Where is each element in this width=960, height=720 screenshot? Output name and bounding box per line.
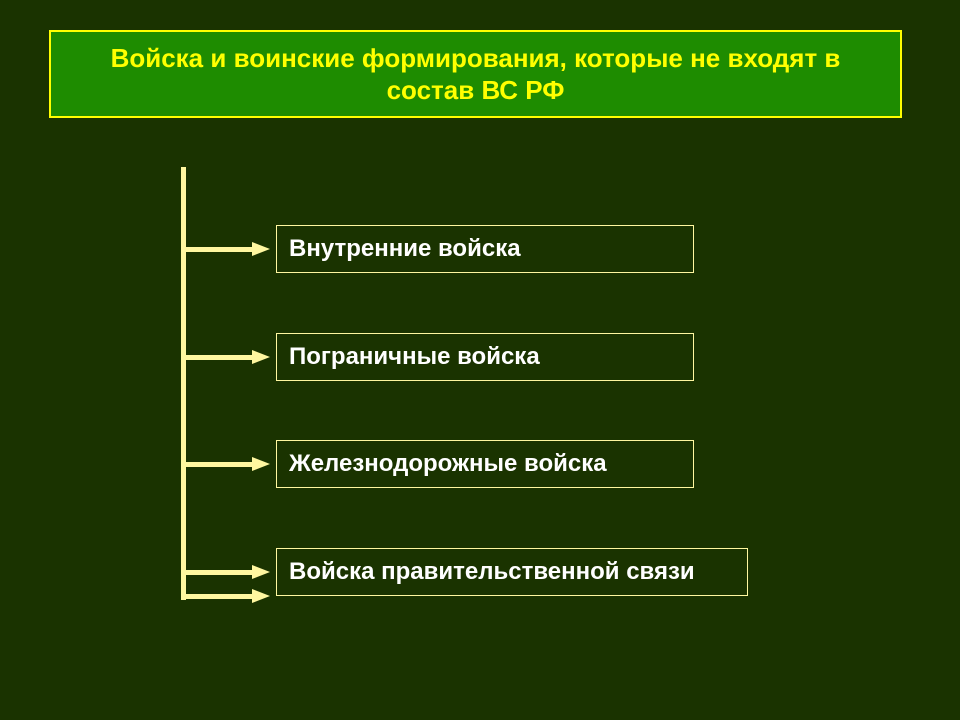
arrow-0-shaft	[183, 247, 254, 252]
arrow-3-shaft	[183, 570, 254, 575]
arrow-2-head-icon	[252, 457, 270, 471]
arrow-2-shaft	[183, 462, 254, 467]
arrow-1-head-icon	[252, 350, 270, 364]
title-box: Войска и воинские формирования, которые …	[49, 30, 902, 118]
item-label-0: Внутренние войска	[289, 235, 521, 263]
item-box-0: Внутренние войска	[276, 225, 694, 273]
arrow-0-head-icon	[252, 242, 270, 256]
arrow-bottom-head-icon	[252, 589, 270, 603]
trunk-line	[181, 167, 186, 600]
arrow-3-head-icon	[252, 565, 270, 579]
item-box-3: Войска правительственной связи	[276, 548, 748, 596]
item-label-2: Железнодорожные войска	[289, 450, 607, 478]
item-box-2: Железнодорожные войска	[276, 440, 694, 488]
item-label-3: Войска правительственной связи	[289, 558, 695, 586]
title-text: Войска и воинские формирования, которые …	[71, 42, 880, 107]
item-label-1: Пограничные войска	[289, 343, 540, 371]
arrow-bottom-shaft	[183, 594, 254, 599]
item-box-1: Пограничные войска	[276, 333, 694, 381]
arrow-1-shaft	[183, 355, 254, 360]
